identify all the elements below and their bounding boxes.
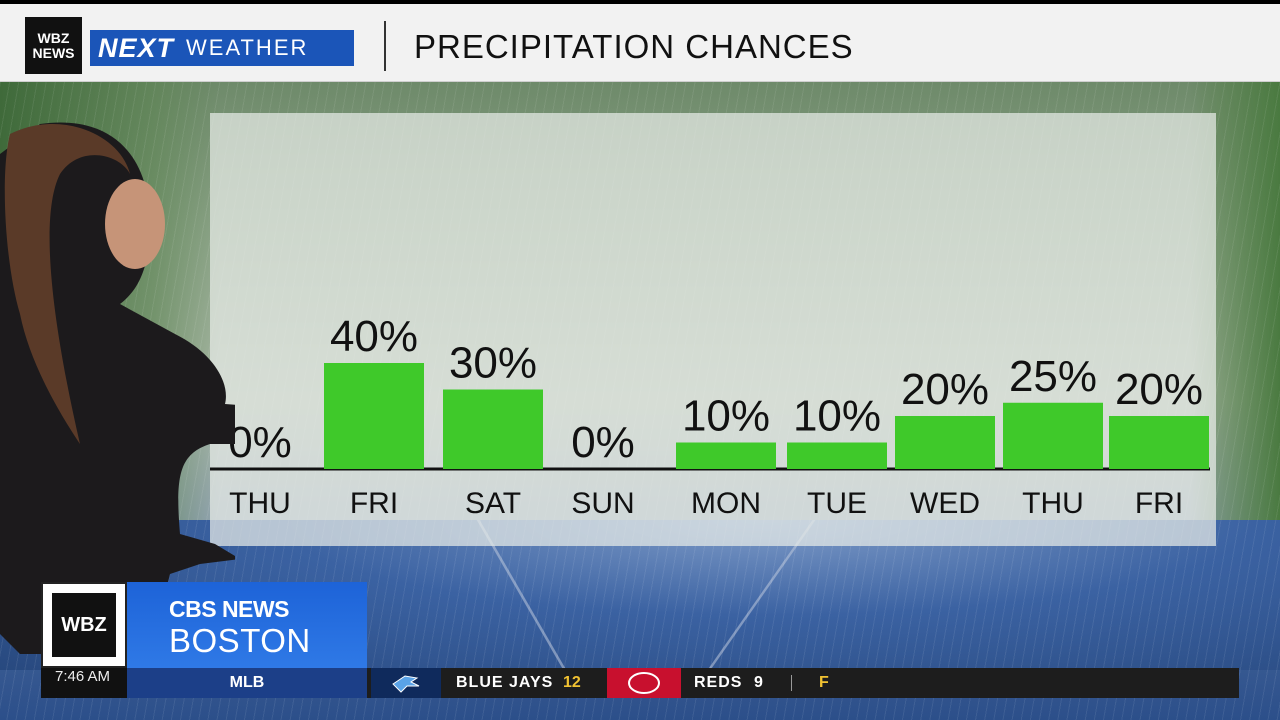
- header-bar: WBZ NEWS NEXT WEATHER PRECIPITATION CHAN…: [0, 4, 1280, 82]
- bird-icon: [392, 675, 420, 693]
- reds-c-icon: [628, 672, 660, 694]
- category-label: THU: [229, 487, 291, 520]
- boston-text: BOSTON: [169, 622, 311, 659]
- category-label: SUN: [571, 487, 634, 520]
- category-label: MON: [691, 487, 761, 520]
- page-title: PRECIPITATION CHANCES: [414, 28, 854, 65]
- chart-bar: [787, 442, 887, 469]
- category-label: TUE: [807, 487, 867, 520]
- cbs-news-text: CBS NEWS: [169, 596, 289, 622]
- category-label: SAT: [465, 487, 521, 520]
- bar-value-label: 20%: [1115, 365, 1203, 414]
- category-label: THU: [1022, 487, 1084, 520]
- clock: 7:46 AM: [41, 668, 127, 698]
- bar-value-label: 25%: [1009, 352, 1097, 401]
- chart-bar: [443, 389, 543, 469]
- bar-value-label: 20%: [901, 365, 989, 414]
- header-divider: [384, 21, 386, 71]
- category-label: FRI: [1135, 487, 1183, 520]
- chart-bar: [1003, 402, 1103, 469]
- chart-bar: [676, 442, 776, 469]
- bar-value-label: 0%: [571, 418, 635, 467]
- chart-bar: [1109, 416, 1209, 469]
- league-label: MLB: [127, 668, 367, 698]
- ticker-separator: [791, 675, 792, 691]
- category-label: WED: [910, 487, 980, 520]
- blue-jays-logo-icon: [371, 668, 441, 698]
- bar-value-label: 30%: [449, 339, 537, 388]
- sports-ticker: 7:46 AM MLB BLUE JAYS 12 REDS 9 F: [41, 668, 1239, 698]
- precip-bar-chart: 0% THU 40% FRI 30% SAT 0% SUN 10% MON 10% TUE 20% WED…: [210, 312, 1210, 520]
- wbz-station-logo-box: WBZ: [52, 593, 116, 657]
- team2-name: REDS: [694, 674, 743, 691]
- game-status: F: [819, 674, 829, 691]
- wbz-news-logo: WBZ NEWS: [25, 17, 82, 74]
- team1-name: BLUE JAYS: [456, 674, 554, 691]
- bar-value-label: 0%: [228, 418, 292, 467]
- weather-word: WEATHER: [186, 35, 309, 60]
- team2-score: 9: [754, 674, 763, 691]
- presenter-silhouette: [0, 122, 235, 654]
- bar-value-label: 10%: [793, 392, 881, 441]
- cbs-news-boston-logo: CBS NEWS BOSTON: [127, 582, 367, 668]
- next-weather-logo: NEXT WEATHER: [90, 30, 354, 66]
- reds-logo-icon: [607, 668, 681, 698]
- category-label: FRI: [350, 487, 398, 520]
- chart-bar: [324, 363, 424, 469]
- wbz-news-logo-text: WBZ NEWS: [32, 29, 75, 61]
- bar-value-label: 40%: [330, 312, 418, 361]
- team1-score: 12: [563, 674, 581, 691]
- bar-value-label: 10%: [682, 392, 770, 441]
- wbz-station-logo-text: WBZ: [61, 613, 107, 636]
- chart-bar: [895, 416, 995, 469]
- next-word: NEXT: [98, 32, 175, 63]
- chart-panel: 0% THU 40% FRI 30% SAT 0% SUN 10% MON 10% TUE 20% WED…: [210, 113, 1216, 546]
- wbz-station-logo: WBZ: [41, 582, 127, 668]
